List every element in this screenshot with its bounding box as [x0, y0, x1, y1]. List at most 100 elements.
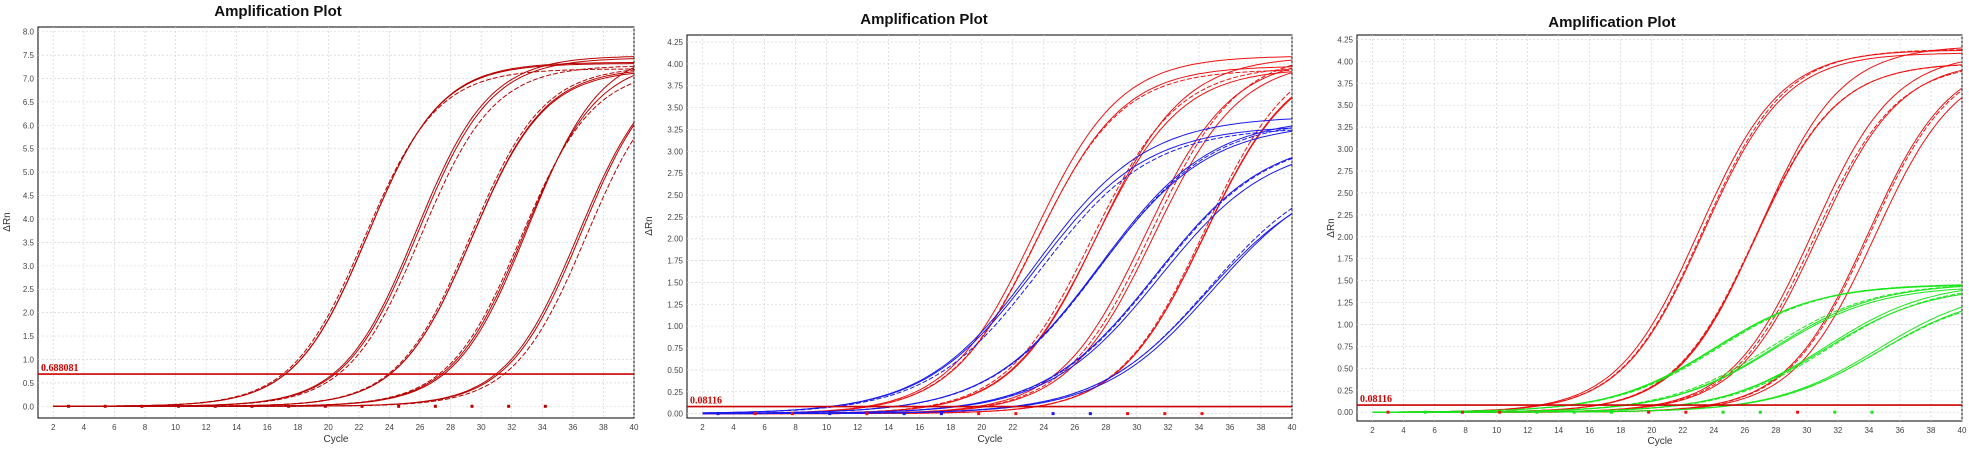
- x-tick-label: 12: [202, 423, 211, 432]
- y-tick-label: 0.00: [667, 410, 683, 419]
- baseline-marker: [1200, 412, 1204, 416]
- y-tick-label: 4.00: [667, 60, 683, 69]
- y-tick-label: 2.50: [667, 191, 683, 200]
- y-tick-label: 6.5: [23, 98, 35, 107]
- baseline-marker: [1051, 412, 1055, 416]
- chart-2-threshold: 0.08116: [687, 396, 1292, 408]
- chart-2-y-label: ΔRn: [644, 216, 655, 235]
- y-tick-label: 6.0: [23, 121, 35, 130]
- baseline-marker: [1423, 410, 1427, 414]
- y-tick-label: 0.75: [667, 344, 683, 353]
- baseline-marker: [323, 404, 327, 408]
- baseline-marker: [360, 404, 364, 408]
- y-tick-label: 3.25: [1337, 123, 1353, 132]
- baseline-marker: [1609, 410, 1613, 414]
- y-tick-label: 3.0: [23, 262, 35, 271]
- x-tick-label: 12: [1523, 426, 1532, 435]
- y-tick-label: 3.75: [1337, 79, 1353, 88]
- chart-3-title: Amplification Plot: [1548, 14, 1676, 31]
- x-tick-label: 12: [853, 423, 862, 432]
- y-tick-label: 4.0: [23, 215, 35, 224]
- baseline-marker: [1647, 410, 1651, 414]
- y-tick-label: 2.50: [1337, 189, 1353, 198]
- x-tick-label: 20: [1647, 426, 1656, 435]
- x-tick-label: 8: [793, 423, 798, 432]
- x-tick-label: 24: [385, 423, 394, 432]
- x-tick-label: 22: [354, 423, 363, 432]
- y-tick-label: 2.5: [23, 285, 35, 294]
- x-tick-label: 16: [263, 423, 272, 432]
- x-tick-label: 2: [51, 423, 56, 432]
- threshold-label: 0.688081: [41, 363, 79, 374]
- x-tick-label: 6: [1432, 426, 1437, 435]
- x-tick-label: 28: [1771, 426, 1780, 435]
- y-tick-label: 7.0: [23, 75, 35, 84]
- x-tick-label: 16: [915, 423, 924, 432]
- x-tick-label: 34: [1864, 426, 1873, 435]
- baseline-marker: [939, 412, 943, 416]
- y-tick-label: 1.50: [667, 278, 683, 287]
- y-tick-label: 0.50: [1337, 364, 1353, 373]
- y-tick-label: 3.25: [667, 125, 683, 134]
- amplification-curve: [702, 213, 1293, 415]
- baseline-marker: [1460, 410, 1464, 414]
- amplification-curve: [702, 118, 1293, 414]
- x-tick-label: 10: [171, 423, 180, 432]
- baseline-marker: [213, 404, 217, 408]
- chart-panel-1: Amplification Plot 0.0 0.5 1.0 1.5 2.0 2.5 3.0…: [2, 3, 639, 445]
- x-tick-label: 30: [477, 423, 486, 432]
- chart-1-y-ticks: 0.0 0.5 1.0 1.5 2.0 2.5 3.0 3.5 4.0 4.5 5.0 5.5 6.0 6…: [23, 28, 35, 412]
- x-tick-label: 32: [1833, 426, 1842, 435]
- chart-1-gridlines: [38, 27, 635, 418]
- chart-3-threshold: 0.08116: [1357, 394, 1962, 406]
- x-tick-label: 8: [143, 423, 148, 432]
- x-tick-label: 24: [1709, 426, 1718, 435]
- x-tick-label: 14: [232, 423, 241, 432]
- threshold-label: 0.08116: [690, 396, 722, 407]
- chart-1-threshold: 0.688081: [38, 363, 634, 375]
- x-tick-label: 40: [630, 423, 639, 432]
- x-tick-label: 18: [1616, 426, 1625, 435]
- x-tick-label: 28: [1101, 423, 1110, 432]
- baseline-marker: [250, 404, 254, 408]
- amplification-curve: [1372, 284, 1963, 413]
- baseline-marker: [397, 404, 401, 408]
- amplification-curve: [53, 63, 634, 407]
- baseline-marker: [67, 404, 71, 408]
- x-tick-label: 16: [1585, 426, 1594, 435]
- x-tick-label: 10: [822, 423, 831, 432]
- baseline-marker: [1014, 412, 1018, 416]
- y-tick-label: 2.0: [23, 309, 35, 318]
- y-tick-label: 1.00: [667, 322, 683, 331]
- baseline-marker: [1572, 410, 1576, 414]
- baseline-marker: [103, 404, 107, 408]
- chart-2-title: Amplification Plot: [860, 11, 988, 28]
- x-tick-label: 32: [1163, 423, 1172, 432]
- x-tick-label: 18: [946, 423, 955, 432]
- x-tick-label: 22: [1008, 423, 1017, 432]
- x-tick-label: 20: [324, 423, 333, 432]
- x-tick-label: 22: [1678, 426, 1687, 435]
- y-tick-label: 7.5: [23, 51, 35, 60]
- y-tick-label: 2.75: [667, 169, 683, 178]
- x-tick-label: 28: [446, 423, 455, 432]
- chart-1-curves: [53, 56, 635, 408]
- y-tick-label: 3.50: [1337, 101, 1353, 110]
- amplification-curve: [1372, 310, 1963, 413]
- baseline-marker: [1833, 410, 1837, 414]
- y-tick-label: 4.25: [667, 38, 683, 47]
- baseline-marker: [790, 412, 794, 416]
- chart-1-plot-area: [37, 26, 635, 419]
- y-tick-label: 3.00: [667, 147, 683, 156]
- chart-3-curves: [1372, 47, 1963, 414]
- x-tick-label: 24: [1039, 423, 1048, 432]
- y-tick-label: 2.75: [1337, 167, 1353, 176]
- x-tick-label: 20: [977, 423, 986, 432]
- amplification-curve: [53, 68, 634, 407]
- x-tick-label: 38: [599, 423, 608, 432]
- x-tick-label: 4: [1401, 426, 1406, 435]
- y-tick-label: 1.5: [23, 332, 35, 341]
- y-tick-label: 2.25: [1337, 211, 1353, 220]
- x-tick-label: 2: [700, 423, 705, 432]
